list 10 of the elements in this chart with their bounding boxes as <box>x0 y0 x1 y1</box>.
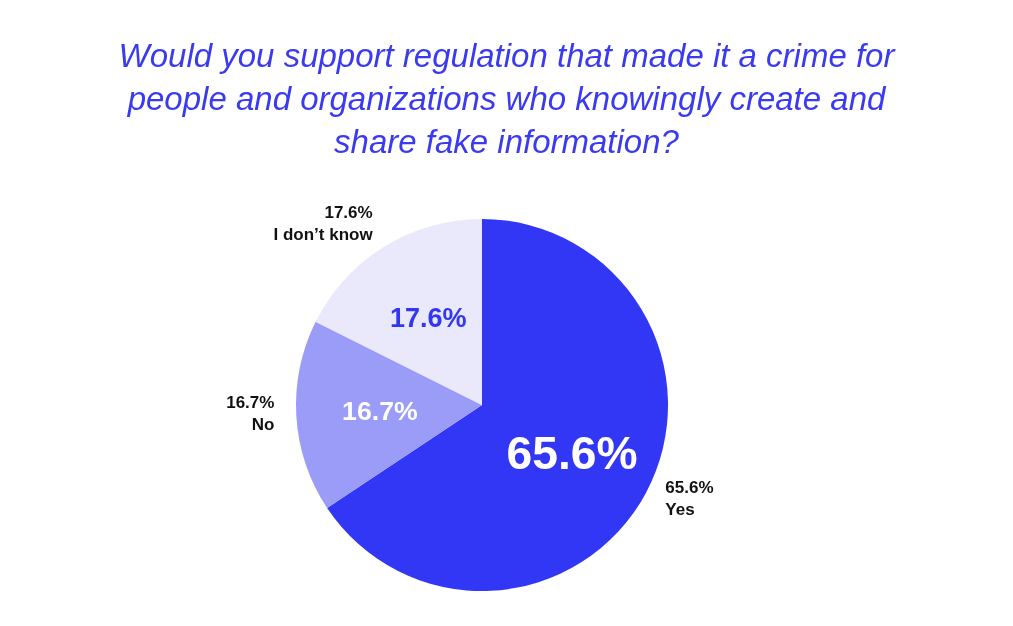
chart-title: Would you support regulation that made it a crime for people and organizations who knowingly create and share fake information? <box>117 35 897 162</box>
slice-label: I don’t know <box>273 225 374 245</box>
data-label: 65.6% <box>506 427 638 480</box>
slice-label: No <box>251 414 275 434</box>
slice-label: Yes <box>665 500 695 520</box>
text: 16.7% <box>226 392 275 412</box>
text: 65.6% <box>665 478 714 498</box>
data-label: 16.7% <box>342 396 418 427</box>
text: 17.6% <box>324 203 373 223</box>
data-label: 17.6% <box>389 302 467 333</box>
